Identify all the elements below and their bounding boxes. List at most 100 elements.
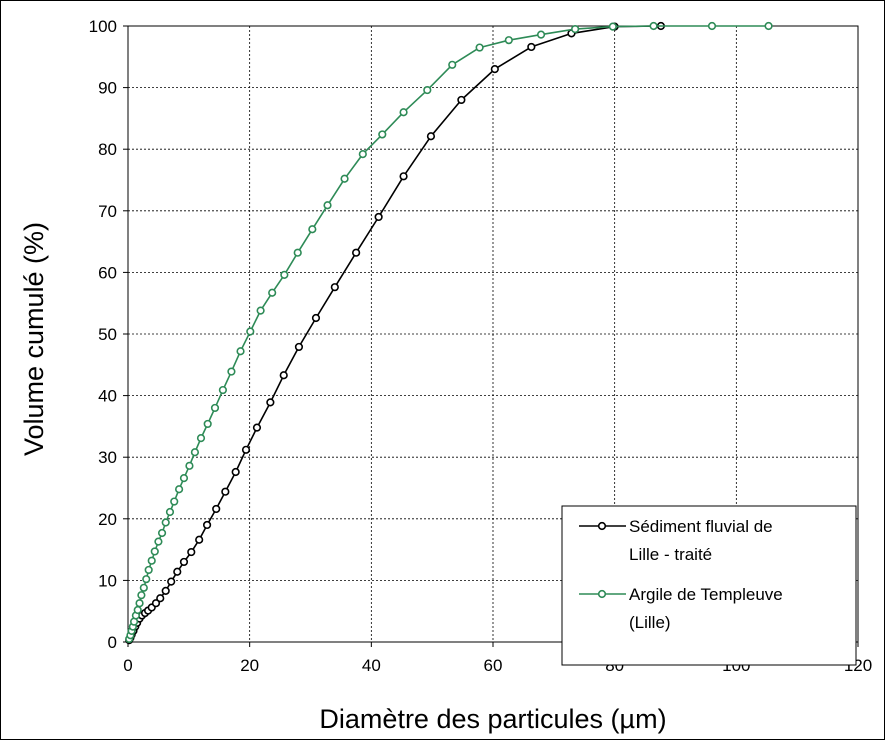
data-point xyxy=(221,487,230,496)
data-point xyxy=(246,327,255,336)
data-point xyxy=(137,591,146,600)
data-point xyxy=(203,419,212,429)
data-point xyxy=(210,403,220,413)
y-tick-label: 30 xyxy=(98,448,117,467)
data-point xyxy=(448,60,457,69)
y-tick-label: 20 xyxy=(98,510,117,529)
data-point xyxy=(142,575,151,584)
data-point xyxy=(173,567,182,576)
data-point xyxy=(504,36,513,45)
x-tick-label: 0 xyxy=(123,656,132,675)
data-point xyxy=(340,174,349,183)
data-point xyxy=(195,535,204,544)
data-point xyxy=(378,130,387,139)
data-point xyxy=(144,565,153,575)
y-axis-title: Volume cumulé (%) xyxy=(19,222,49,456)
data-point xyxy=(256,306,265,315)
data-point xyxy=(231,467,240,477)
data-point xyxy=(323,201,332,210)
data-point xyxy=(308,225,317,234)
data-point xyxy=(266,398,275,407)
legend-marker xyxy=(597,589,607,599)
data-point xyxy=(185,461,194,470)
data-point xyxy=(399,172,408,181)
data-point xyxy=(475,43,484,52)
data-point xyxy=(170,497,179,506)
data-point xyxy=(156,594,165,603)
data-point xyxy=(426,132,436,141)
legend-label: Argile de Templeuve xyxy=(629,585,783,604)
data-point xyxy=(202,520,212,530)
data-point xyxy=(649,21,658,31)
data-point xyxy=(196,434,206,443)
data-point xyxy=(571,24,580,34)
data-point xyxy=(536,30,546,39)
data-point xyxy=(280,270,289,279)
data-point xyxy=(218,385,227,395)
data-point xyxy=(399,108,408,117)
y-tick-label: 100 xyxy=(89,17,117,36)
legend-marker xyxy=(597,521,607,531)
data-point xyxy=(227,367,236,376)
data-point xyxy=(161,586,170,595)
legend-box xyxy=(561,505,857,666)
data-point xyxy=(187,547,196,557)
data-point xyxy=(175,485,184,494)
data-point xyxy=(179,557,189,567)
data-point xyxy=(423,85,432,95)
data-point xyxy=(608,22,617,31)
data-point xyxy=(139,583,148,592)
data-point xyxy=(190,448,200,457)
data-point xyxy=(150,547,159,556)
data-point xyxy=(151,599,161,608)
series-2 xyxy=(125,21,773,644)
legend-label: Sédiment fluvial de xyxy=(629,517,773,536)
data-point xyxy=(165,507,175,517)
data-point xyxy=(457,95,466,105)
data-point xyxy=(279,371,288,380)
data-point xyxy=(157,528,167,538)
data-point xyxy=(374,212,383,222)
series-1 xyxy=(125,21,666,645)
y-tick-label: 0 xyxy=(108,633,117,652)
y-tick-label: 40 xyxy=(98,387,117,406)
legend: Sédiment fluvial de Lille - traité Argile … xyxy=(561,505,857,666)
data-point xyxy=(252,423,262,432)
y-tick-label: 70 xyxy=(98,202,117,221)
data-point xyxy=(707,21,717,31)
x-tick-label: 60 xyxy=(484,656,503,675)
y-tick-label: 80 xyxy=(98,140,117,159)
y-tick-label: 50 xyxy=(98,325,117,344)
data-point xyxy=(154,537,163,546)
data-point xyxy=(147,556,156,565)
data-point xyxy=(236,347,245,356)
x-tick-label: 40 xyxy=(362,656,381,675)
data-point xyxy=(179,474,189,483)
x-axis-title: Diamètre des particules (µm) xyxy=(319,704,666,734)
legend-label: Lille - traité xyxy=(629,545,712,564)
series-layer xyxy=(125,21,773,645)
data-point xyxy=(268,288,277,297)
y-tick-label: 90 xyxy=(98,79,117,98)
legend-entry-2: Argile de Templeuve (Lille) xyxy=(579,585,783,632)
data-point xyxy=(527,42,536,52)
data-point xyxy=(330,283,339,292)
data-point xyxy=(764,21,773,31)
data-point xyxy=(352,248,361,257)
legend-label: (Lille) xyxy=(629,613,671,632)
legend-entry-1: Sédiment fluvial de Lille - traité xyxy=(579,517,773,564)
data-point xyxy=(212,504,221,514)
data-point xyxy=(161,518,170,527)
x-tick-label: 20 xyxy=(240,656,259,675)
data-point xyxy=(293,248,302,257)
data-point xyxy=(133,605,142,615)
data-point xyxy=(135,599,144,608)
data-point xyxy=(241,445,251,454)
data-point xyxy=(358,150,367,159)
data-point xyxy=(167,577,176,586)
y-tick-label: 10 xyxy=(98,571,117,590)
data-point xyxy=(294,342,304,352)
y-tick-label: 60 xyxy=(98,263,117,282)
